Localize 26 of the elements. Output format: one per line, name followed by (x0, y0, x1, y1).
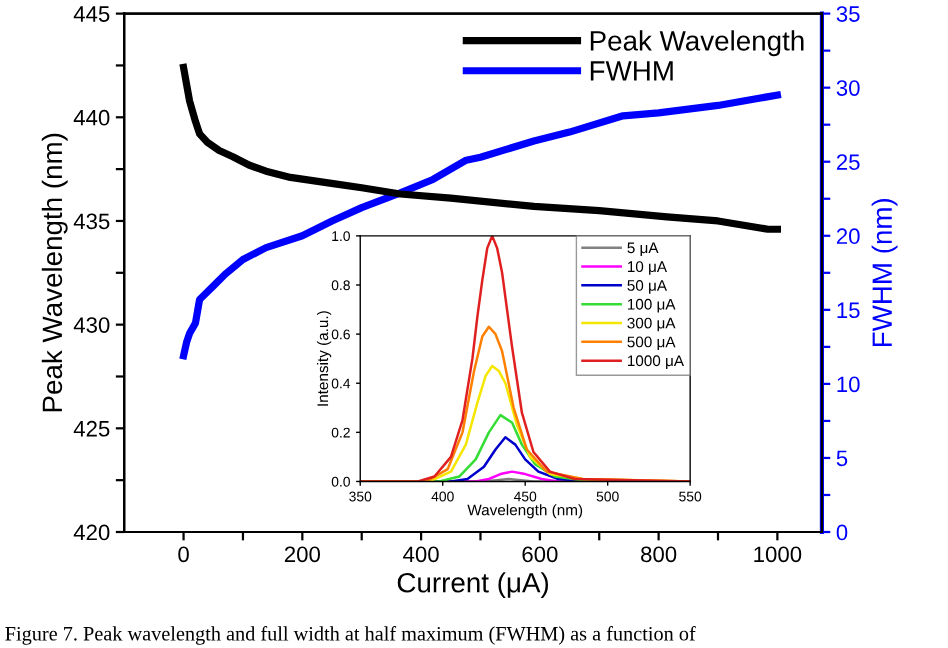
x-axis-title: Current (μA) (397, 572, 549, 599)
x-tick-label: 1000 (754, 546, 802, 563)
y2-tick-label: 0 (836, 524, 848, 541)
x-tick-label: 0 (178, 546, 189, 563)
y2-tick-label: 5 (836, 450, 848, 467)
y2-tick-label: 15 (837, 302, 860, 319)
y-axis-title: Peak Wavelength (nm) (41, 133, 68, 412)
x-tick-label: 600 (522, 546, 558, 563)
y-tick-label: 435 (73, 213, 110, 230)
y2-axis-title: FWHM (nm) (871, 198, 898, 347)
y2-tick-label: 30 (836, 80, 860, 96)
x-tick-label: 400 (403, 546, 439, 563)
y2-tick-label: 35 (836, 6, 860, 22)
y2-tick-label: 10 (837, 376, 860, 393)
legend-label: Peak Wavelength (590, 30, 804, 57)
y2-tick-label: 20 (836, 228, 860, 245)
y-tick-label: 420 (73, 524, 110, 541)
y2-tick-label: 25 (836, 154, 860, 170)
y-tick-label: 440 (73, 109, 110, 126)
x-tick-label: 200 (284, 546, 320, 563)
y-tick-label: 425 (73, 420, 110, 437)
x-tick-label: 800 (641, 546, 677, 563)
y-tick-label: 430 (73, 317, 110, 333)
legend-label: FWHM (590, 61, 673, 81)
caption: Figure 7. Peak wavelength and full width at half maximum (FWHM) as a function of (5, 626, 696, 645)
y-tick-label: 445 (73, 6, 110, 22)
